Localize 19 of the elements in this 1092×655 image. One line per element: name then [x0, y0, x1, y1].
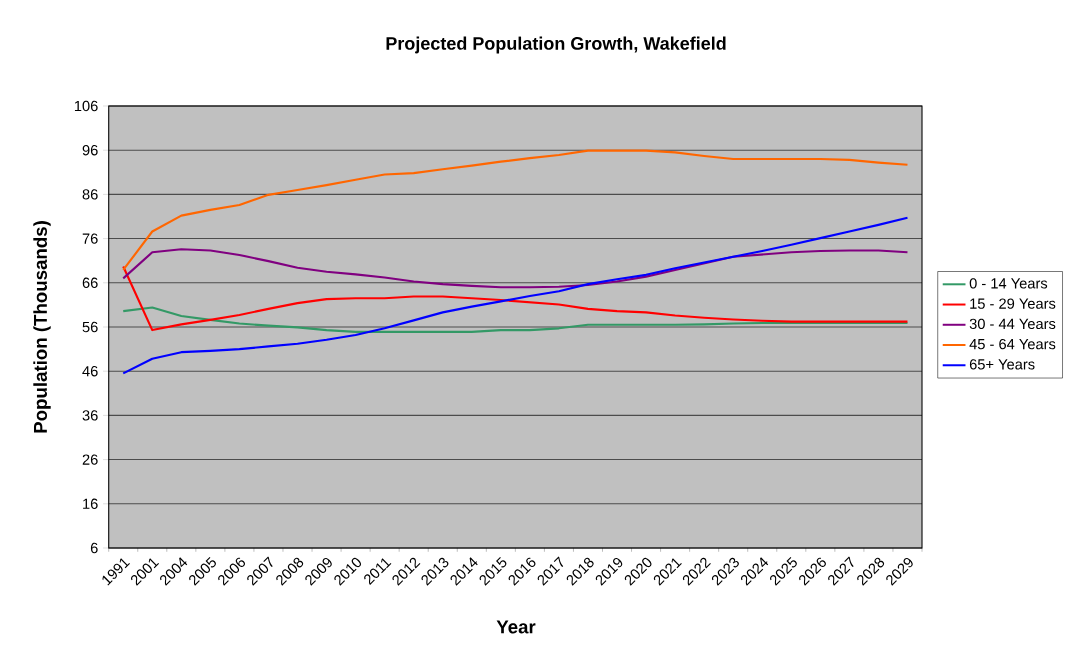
- y-tick-label: 56: [82, 321, 98, 333]
- y-tick-label: 106: [74, 100, 98, 112]
- y-tick-label: 86: [82, 189, 98, 200]
- legend-label: 0 - 14 Years: [969, 278, 1048, 289]
- legend-label: 15 - 29 Years: [970, 298, 1056, 309]
- y-tick-label: 6: [90, 542, 98, 554]
- y-tick-label: 26: [82, 454, 98, 465]
- y-tick-label: 36: [82, 410, 98, 421]
- y-tick-label: 46: [82, 366, 98, 377]
- x-axis-title: Year: [496, 620, 536, 634]
- legend-label: 30 - 44 Years: [969, 318, 1056, 330]
- y-tick-label: 16: [83, 498, 98, 509]
- y-axis-title: Population (Thousands): [33, 221, 51, 433]
- legend-label: 45 - 64 Years: [969, 338, 1056, 350]
- legend-label: 65+ Years: [969, 359, 1035, 370]
- y-tick-label: 66: [82, 277, 98, 288]
- chart-title: Projected Population Growth, Wakefield: [386, 36, 726, 54]
- y-tick-label: 96: [82, 145, 98, 156]
- y-tick-label: 76: [82, 233, 98, 244]
